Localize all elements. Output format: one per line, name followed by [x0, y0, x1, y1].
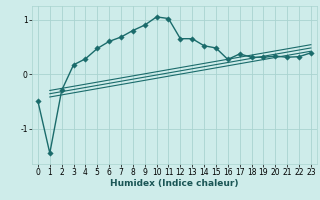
X-axis label: Humidex (Indice chaleur): Humidex (Indice chaleur) [110, 179, 239, 188]
